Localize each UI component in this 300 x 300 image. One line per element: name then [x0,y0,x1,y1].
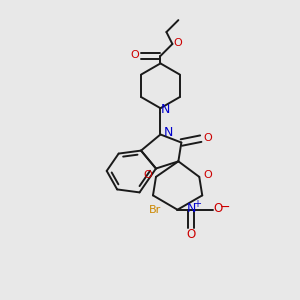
Text: O: O [213,202,222,215]
Text: O: O [143,170,152,180]
Text: O: O [130,50,139,60]
Text: O: O [186,228,196,241]
Text: −: − [219,201,230,214]
Text: +: + [194,199,202,209]
Text: N: N [164,126,173,139]
Text: O: O [173,38,182,47]
Text: Br: Br [149,205,161,215]
Text: O: O [203,133,212,143]
Text: O: O [203,170,212,180]
Text: N: N [187,202,196,215]
Text: N: N [161,103,170,116]
